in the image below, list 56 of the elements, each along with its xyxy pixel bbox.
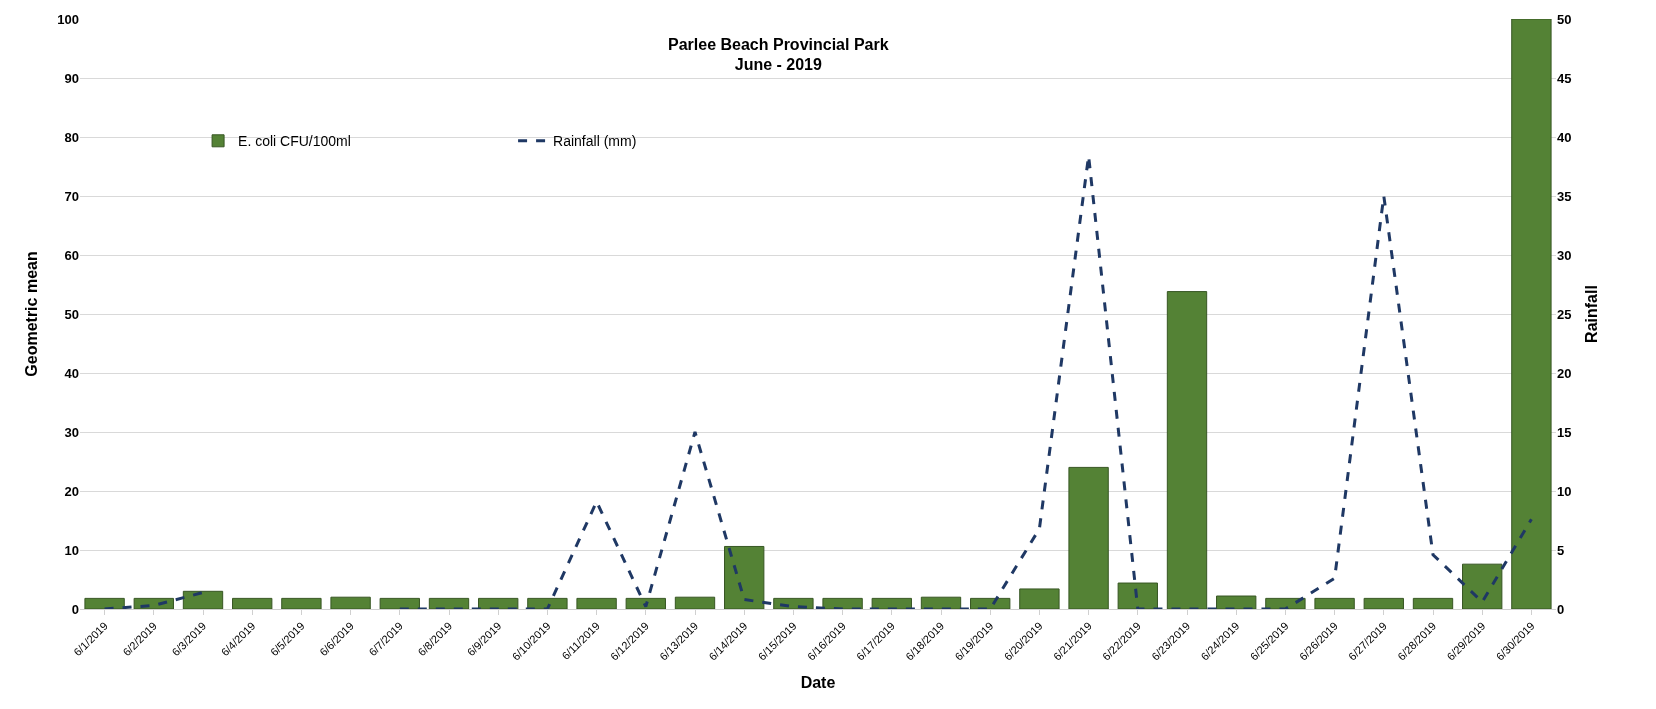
bar: [1019, 588, 1060, 609]
y2-tick-label: 5: [1557, 542, 1565, 558]
y-tick-label: 60: [64, 247, 79, 263]
legend-label: Rainfall (mm): [553, 133, 637, 150]
y2-tick-label: 35: [1557, 188, 1572, 204]
y-tick-label: 20: [64, 483, 79, 499]
bar: [1216, 595, 1257, 609]
y2-tick-label: 45: [1557, 70, 1572, 86]
bar: [625, 597, 666, 609]
y-axis-title: Geometric mean: [23, 251, 41, 377]
y2-tick-label: 30: [1557, 247, 1572, 263]
bar: [1511, 19, 1552, 609]
bar: [478, 597, 519, 609]
bar: [527, 597, 568, 609]
bar: [1068, 466, 1109, 609]
bar: [1462, 563, 1503, 609]
y-tick-label: 0: [71, 601, 79, 617]
bar: [822, 597, 863, 609]
y2-axis-title: Rainfall: [1583, 285, 1601, 343]
bar: [1363, 597, 1404, 609]
y2-tick-label: 10: [1557, 483, 1572, 499]
y-tick-label: 80: [64, 129, 79, 145]
y2-tick-label: 15: [1557, 424, 1572, 440]
text: Parlee Beach Provincial Park June - 2019: [668, 35, 889, 74]
bar: [724, 545, 765, 609]
y2-tick-label: 40: [1557, 129, 1572, 145]
bar: [428, 597, 470, 609]
bar: [1166, 291, 1208, 609]
bar: [920, 596, 962, 609]
bar: [674, 596, 716, 609]
bar: [281, 597, 322, 609]
y2-tick-label: 0: [1557, 601, 1565, 617]
bar: [84, 597, 125, 609]
bar: [1265, 597, 1306, 609]
y-tick-label: 50: [64, 306, 79, 322]
bar: [576, 597, 617, 609]
y2-tick-label: 50: [1557, 11, 1572, 27]
y-tick-label: 10: [64, 542, 79, 558]
bar: [871, 597, 912, 609]
y2-tick-label: 25: [1557, 306, 1572, 322]
y-tick-label: 30: [64, 424, 79, 440]
bar: [1412, 597, 1454, 609]
y-tick-label: 40: [64, 365, 79, 381]
x-axis-title: Date: [800, 674, 836, 692]
y-tick-label: 100: [57, 11, 79, 27]
bar: [232, 597, 273, 609]
bar: [182, 590, 224, 609]
bar: [970, 597, 1011, 609]
bar: [1314, 597, 1355, 609]
y-tick-label: 90: [64, 70, 79, 86]
bar: [379, 597, 420, 609]
y-tick-label: 70: [64, 188, 79, 204]
y2-tick-label: 20: [1557, 365, 1572, 381]
bar: [1117, 582, 1158, 609]
bar: [330, 596, 371, 609]
legend-label: E. coli CFU/100ml: [238, 133, 351, 150]
